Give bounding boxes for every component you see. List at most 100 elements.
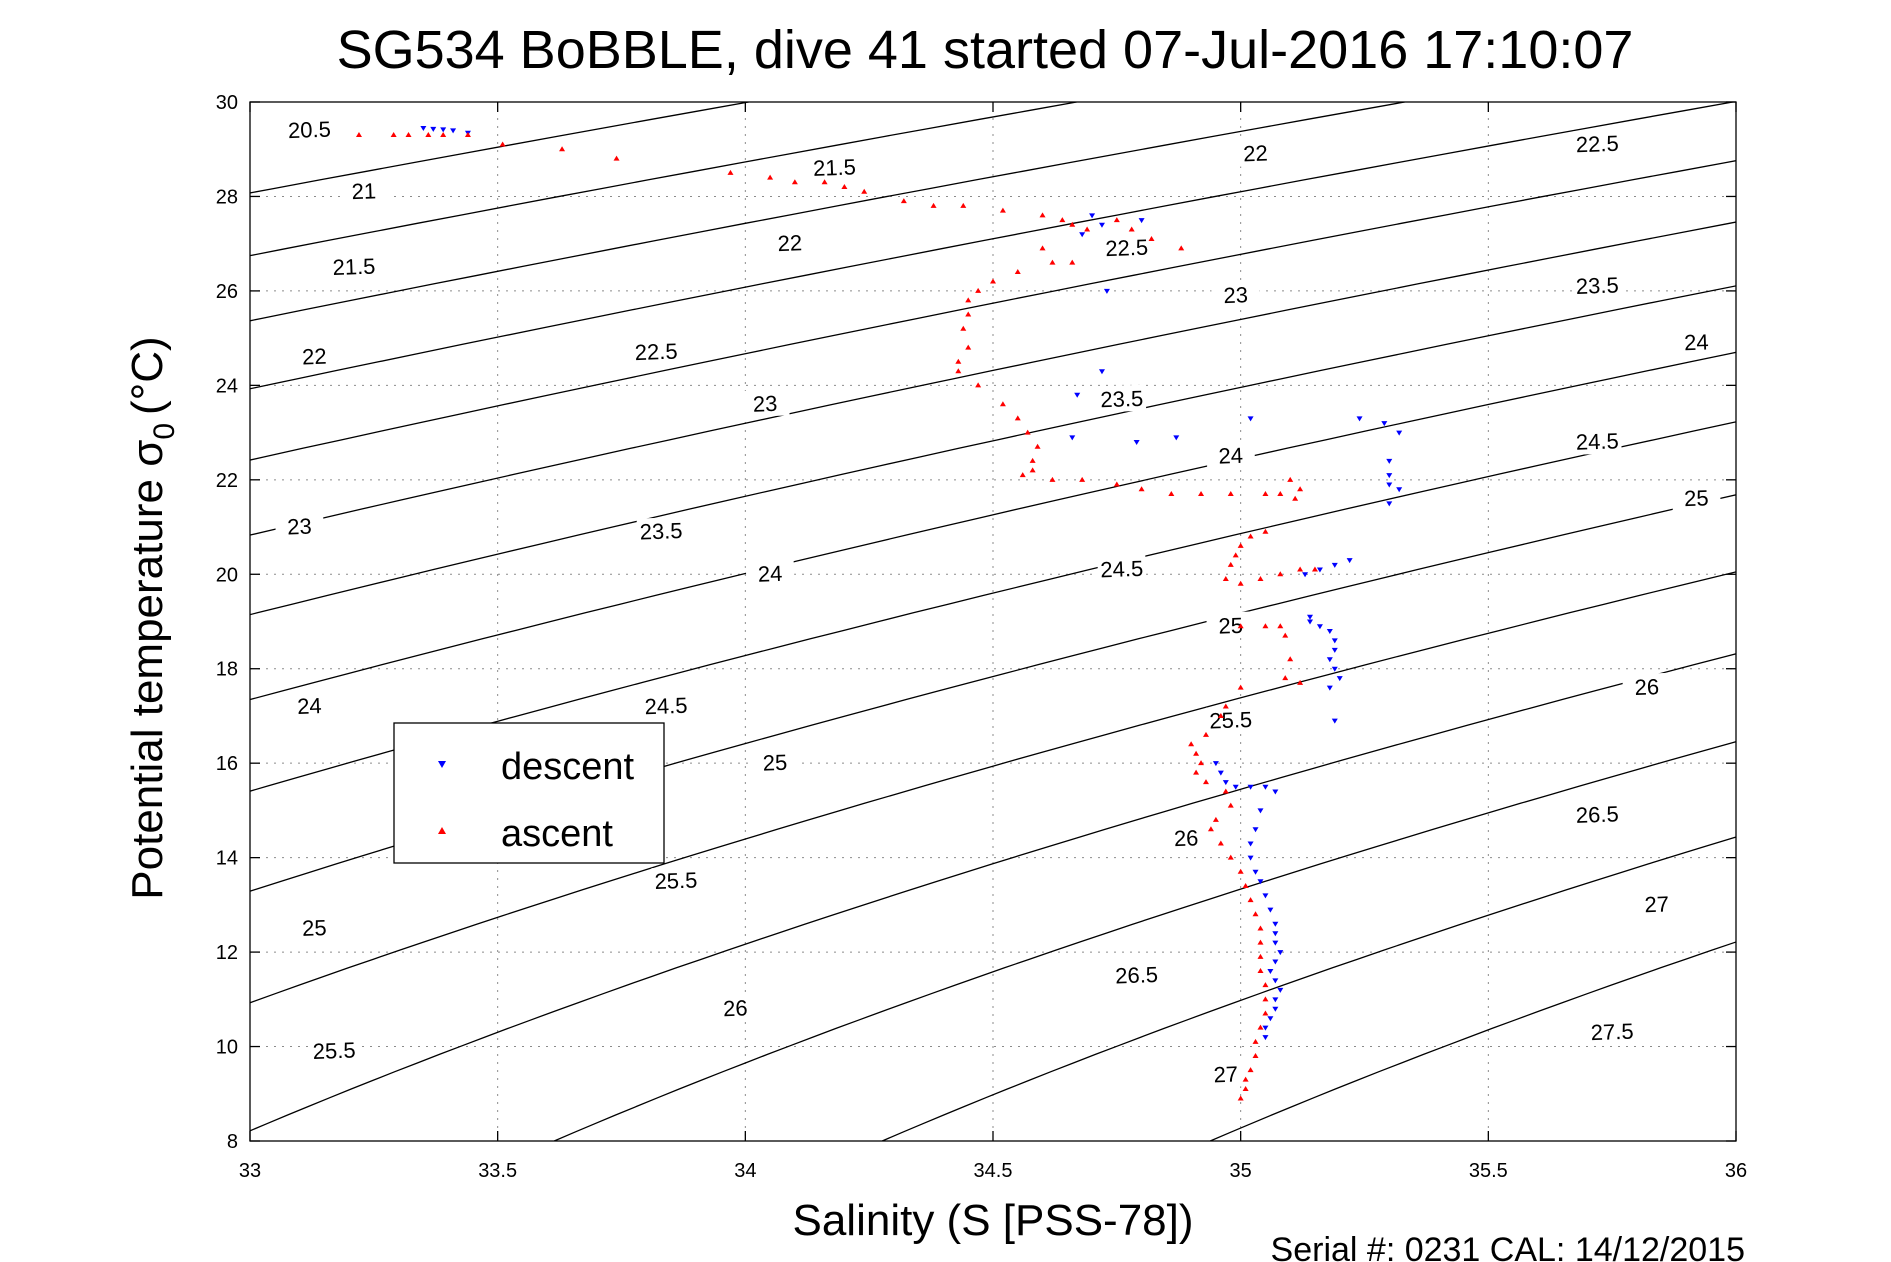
contour-label-background <box>750 748 800 777</box>
ascent-point <box>1029 467 1036 473</box>
density-contour-line <box>250 102 1405 322</box>
legend-descent-label: descent <box>501 746 635 788</box>
descent-point <box>1262 1025 1269 1031</box>
ascent-point <box>425 132 432 138</box>
ascent-point <box>1232 552 1239 558</box>
ascent-point <box>613 155 620 161</box>
serial-calibration-footer: Serial #: 0231 CAL: 14/12/2015 <box>1271 1231 1745 1262</box>
ascent-point <box>1257 575 1264 581</box>
contour-label: 25.5 <box>1209 707 1253 734</box>
ascent-point <box>1207 826 1214 832</box>
x-tick-label: 35 <box>1230 1160 1252 1182</box>
density-contour-line <box>250 571 1736 1004</box>
ascent-point <box>1237 580 1244 586</box>
ascent-point <box>960 325 967 331</box>
contour-label-background <box>1206 611 1256 640</box>
density-contour-line <box>1209 941 1736 1141</box>
contour-label: 25 <box>762 750 787 776</box>
ascent-point <box>791 179 798 185</box>
density-contour-line <box>250 160 1736 461</box>
contour-label-background <box>275 512 324 540</box>
contour-label: 24 <box>1684 329 1709 355</box>
contour-label: 21.5 <box>813 154 857 181</box>
descent-point <box>1331 562 1338 568</box>
contour-label-background <box>1572 427 1622 455</box>
ascent-point <box>1014 269 1021 275</box>
contour-label-background <box>1206 441 1256 470</box>
ascent-point <box>1193 769 1200 775</box>
ascent-point <box>1227 802 1234 808</box>
descent-point <box>1262 1035 1269 1041</box>
ascent-point <box>1242 1076 1249 1082</box>
density-contour-line <box>250 494 1736 892</box>
ascent-point <box>1292 495 1299 501</box>
contour-label-background <box>339 176 389 205</box>
ascent-point <box>1029 457 1036 463</box>
x-tick-label: 33 <box>239 1160 261 1182</box>
descent-point <box>1326 628 1333 634</box>
ascent-point <box>1252 911 1259 917</box>
ascent-point <box>405 132 412 138</box>
ascent-point <box>1262 490 1269 496</box>
descent-point <box>1262 784 1269 790</box>
descent-point <box>1316 624 1323 630</box>
descent-point <box>1252 827 1259 833</box>
contour-label: 24.5 <box>1575 428 1619 455</box>
descent-point <box>1098 369 1105 375</box>
descent-point <box>1307 614 1314 620</box>
density-contour-line <box>553 741 1736 1141</box>
contour-label-background <box>284 691 334 720</box>
ascent-point <box>1113 217 1120 223</box>
descent-point <box>1386 458 1393 464</box>
descent-point <box>450 128 457 134</box>
descent-point <box>1247 855 1254 861</box>
contour-label-background <box>710 993 760 1022</box>
ascent-point <box>559 146 566 152</box>
y-tick-label: 28 <box>216 186 238 208</box>
y-tick-label: 20 <box>216 564 238 586</box>
contour-label-background <box>1671 327 1721 356</box>
ascent-point <box>1227 490 1234 496</box>
contour-label: 25 <box>1684 485 1709 511</box>
descent-point <box>1316 567 1323 573</box>
y-axis-label: Potential temperature σ0 (°C) <box>123 336 181 899</box>
ascent-point <box>1257 939 1264 945</box>
contour-label-background <box>289 913 339 942</box>
x-tick-label: 33.5 <box>478 1160 517 1182</box>
descent-point <box>1262 893 1269 899</box>
ascent-point <box>1262 982 1269 988</box>
contour-label: 26 <box>1173 825 1198 851</box>
contour-label: 27 <box>1213 1061 1238 1087</box>
contour-label: 27 <box>1644 891 1669 917</box>
y-tick-label: 10 <box>216 1037 238 1059</box>
ascent-point <box>1262 528 1269 534</box>
descent-point <box>1267 968 1274 974</box>
ascent-point <box>1039 212 1046 218</box>
ascent-point <box>1252 1052 1259 1058</box>
contour-label-background <box>309 1036 359 1065</box>
ascent-point <box>1019 472 1026 478</box>
contour-label-background <box>1587 1017 1637 1046</box>
ascent-point <box>1297 679 1304 685</box>
descent-point <box>1272 940 1279 946</box>
descent-point <box>1386 473 1393 479</box>
descent-point <box>1331 647 1338 653</box>
density-contour-line <box>250 102 1733 390</box>
ascent-point <box>1084 226 1091 232</box>
contour-label-background <box>329 252 379 281</box>
legend-ascent-marker <box>438 827 446 834</box>
ascent-point <box>1242 1086 1249 1092</box>
contour-label-background <box>1206 705 1256 734</box>
density-contour-line <box>881 836 1736 1141</box>
contour-label-background <box>1201 1060 1251 1088</box>
ascent-point <box>1227 561 1234 567</box>
density-contour-line <box>250 653 1736 1132</box>
contour-label-background <box>809 153 859 181</box>
ascent-point <box>1257 1024 1264 1030</box>
ascent-point <box>1069 221 1076 227</box>
descent-point <box>1272 997 1279 1003</box>
legend-descent-marker <box>438 761 446 768</box>
ascent-point <box>1257 953 1264 959</box>
contour-label-background <box>740 389 790 418</box>
descent-point <box>1257 808 1264 814</box>
